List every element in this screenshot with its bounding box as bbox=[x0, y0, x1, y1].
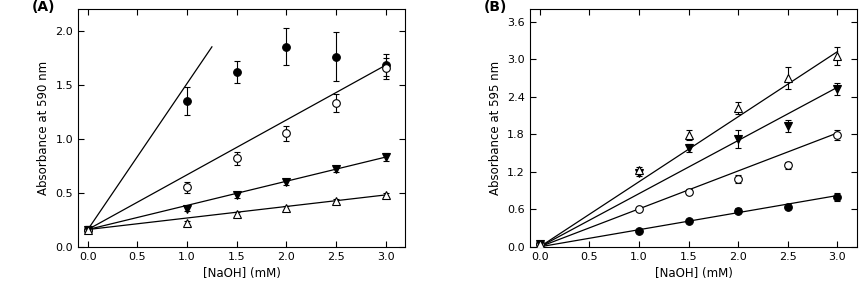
Text: (B): (B) bbox=[484, 0, 507, 14]
Text: (A): (A) bbox=[32, 0, 55, 14]
X-axis label: [NaOH] (mM): [NaOH] (mM) bbox=[655, 267, 733, 280]
Y-axis label: Absorbance at 590 nm: Absorbance at 590 nm bbox=[36, 61, 49, 195]
X-axis label: [NaOH] (mM): [NaOH] (mM) bbox=[203, 267, 281, 280]
Y-axis label: Absorbance at 595 nm: Absorbance at 595 nm bbox=[488, 61, 501, 195]
